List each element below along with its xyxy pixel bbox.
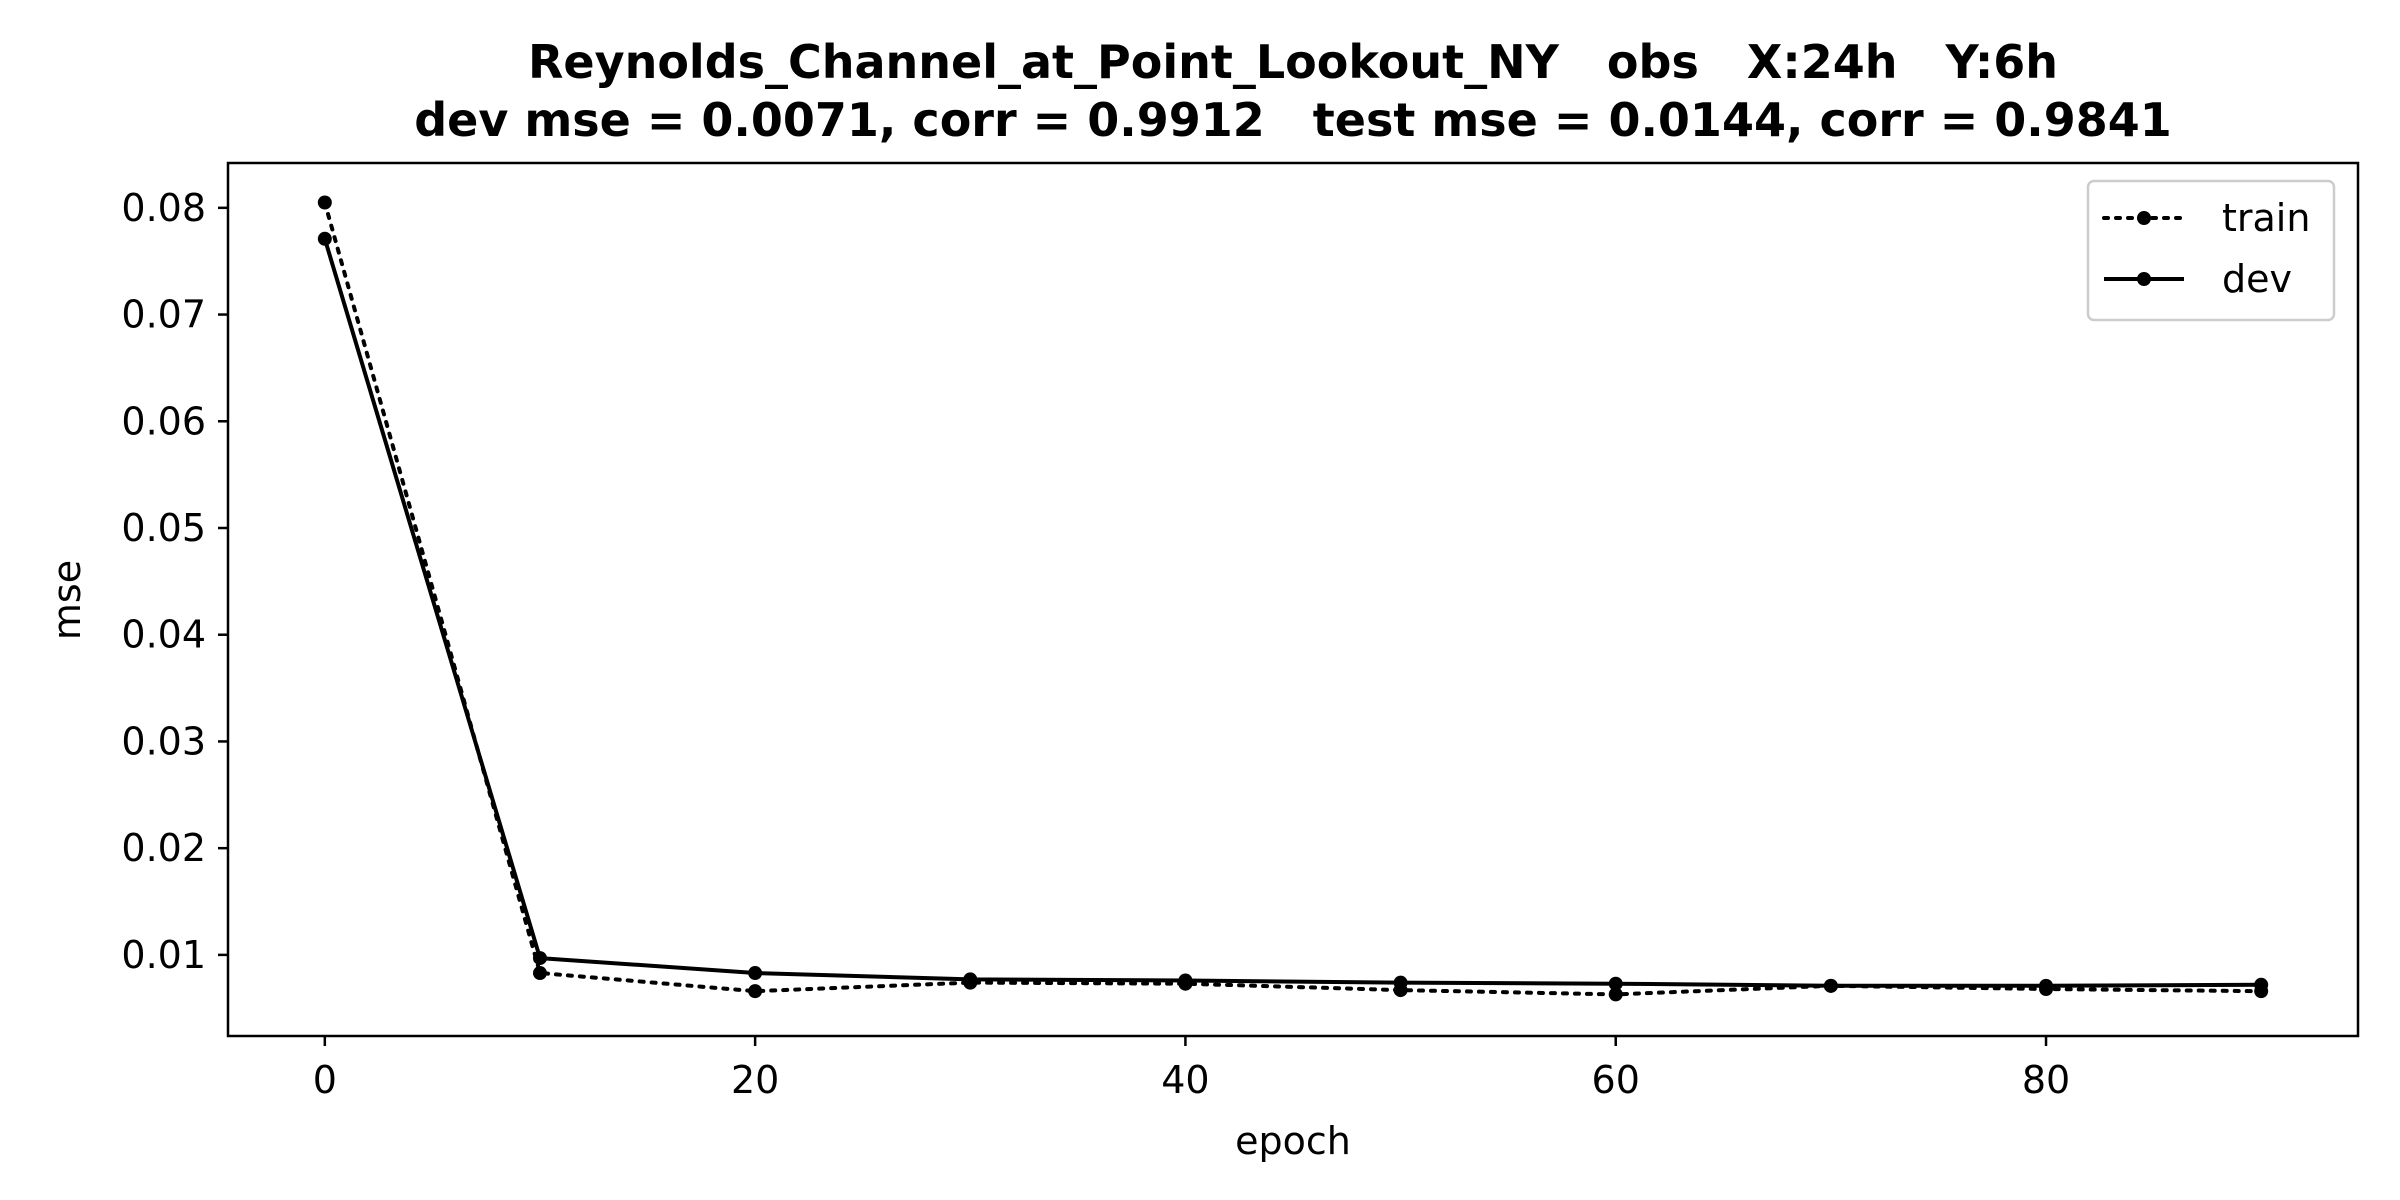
y-tick-label: 0.01 [121,933,206,977]
x-tick-label: 20 [731,1058,779,1102]
plot-marks [317,195,2269,1002]
y-tick-label: 0.04 [121,613,206,657]
chart-title-line-1: Reynolds_Channel_at_Point_Lookout_NY obs… [528,35,2058,89]
legend: train dev [2086,179,2336,322]
x-axis-label: epoch [1235,1119,1351,1163]
series-line-dev [322,238,2262,988]
legend-train-label: train [2222,196,2310,240]
series-line-train [322,200,2264,997]
y-tick-label: 0.05 [121,506,206,550]
point-dev [2254,977,2269,992]
y-tick-label: 0.02 [121,826,206,870]
y-tick-label: 0.03 [121,719,206,763]
y-tick-label: 0.06 [121,399,206,443]
plot-frame [226,161,2360,1038]
point-train [532,966,547,981]
x-tick-label: 40 [1161,1058,1209,1102]
x-tick-label: 0 [313,1058,337,1102]
point-dev [532,951,547,966]
y-tick-label: 0.08 [121,186,206,230]
point-train [748,984,763,999]
point-dev [1393,975,1408,990]
y-axis-label: mse [45,560,89,640]
legend-train-marker [2137,211,2151,225]
chart-title-line-2: dev mse = 0.0071, corr = 0.9912 test mse… [414,93,2172,147]
point-dev [1823,978,1838,993]
point-dev [317,231,332,246]
point-dev [748,966,763,981]
point-dev [963,972,978,987]
point-dev [1178,973,1193,988]
point-dev [2039,978,2054,993]
y-tick-label: 0.07 [121,293,206,337]
legend-dev-label: dev [2222,257,2292,301]
point-train [1608,987,1623,1002]
legend-dev-marker [2137,272,2151,286]
point-train [317,195,332,210]
point-dev [1608,976,1623,991]
x-tick-label: 80 [2022,1058,2070,1102]
x-tick-label: 60 [1592,1058,1640,1102]
axis-ticks: 0 20 40 60 80 0.01 0.02 0.03 0.04 0.05 0.06 0.07 0.0… [121,186,2070,1102]
